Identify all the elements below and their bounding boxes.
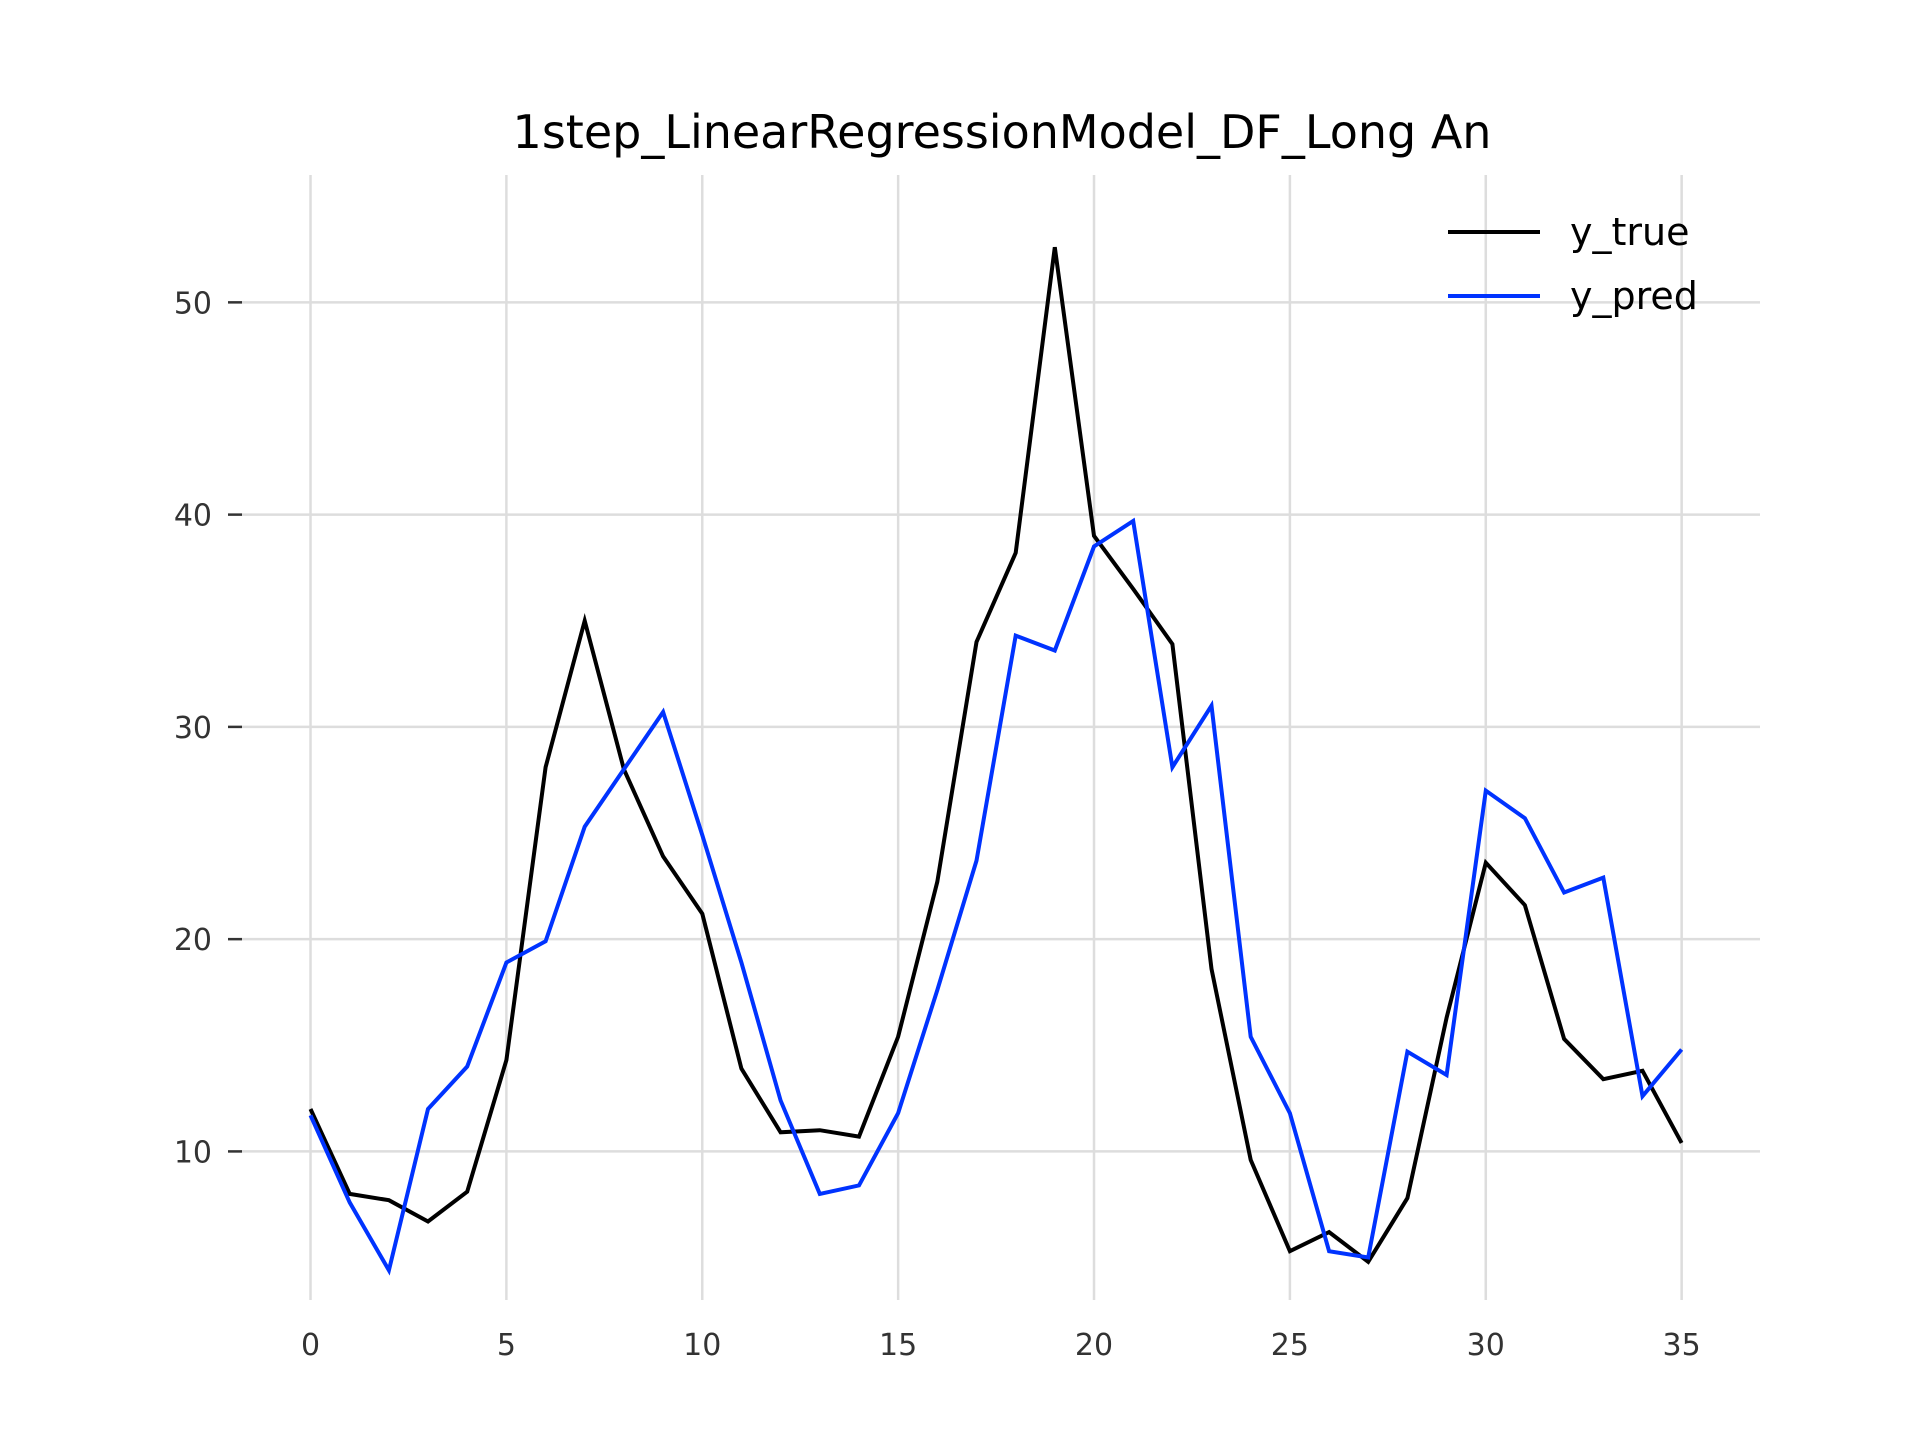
gridlines xyxy=(240,175,1760,1300)
x-tick-label-10: 10 xyxy=(683,1328,721,1363)
x-tick-label-30: 30 xyxy=(1467,1328,1505,1363)
series-line-y-true xyxy=(308,246,1684,1265)
y-tick-label-30: 30 xyxy=(174,711,212,746)
legend-label-y-true: y_true xyxy=(1570,210,1689,254)
legend-label-y-pred: y_pred xyxy=(1570,274,1698,318)
axis-ticks: 0 5 10 15 20 25 30 35 10 20 30 40 50 xyxy=(174,286,1701,1363)
x-tick-label-15: 15 xyxy=(879,1328,917,1363)
x-tick-label-0: 0 xyxy=(301,1328,320,1363)
x-tick-label-35: 35 xyxy=(1663,1328,1701,1363)
series-lines xyxy=(308,246,1684,1276)
series-line-y-pred xyxy=(308,517,1684,1276)
x-tick-label-5: 5 xyxy=(497,1328,516,1363)
y-tick-label-40: 40 xyxy=(174,499,212,534)
y-tick-label-10: 10 xyxy=(174,1135,212,1170)
y-tick-label-50: 50 xyxy=(174,286,212,321)
x-tick-label-20: 20 xyxy=(1075,1328,1113,1363)
chart-title: 1step_LinearRegressionModel_DF_Long An xyxy=(513,105,1492,159)
x-tick-label-25: 25 xyxy=(1271,1328,1309,1363)
y-tick-label-20: 20 xyxy=(174,923,212,958)
legend: y_true y_pred xyxy=(1448,210,1698,318)
